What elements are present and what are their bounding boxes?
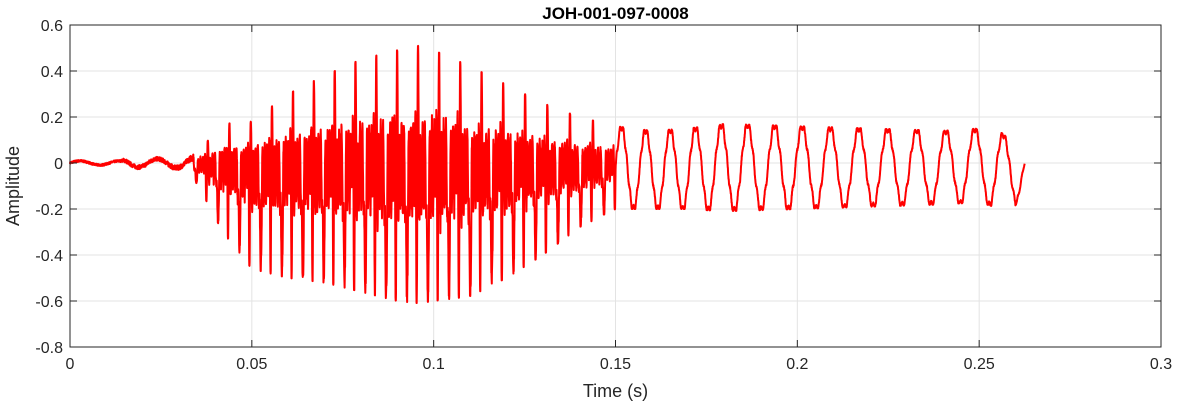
y-axis-label: Amplitude (3, 146, 23, 226)
x-tick-label: 0.3 (1150, 356, 1172, 373)
chart-title: JOH-001-097-0008 (542, 4, 688, 23)
y-tick-label: 0 (54, 156, 63, 173)
y-tick-label: 0.4 (41, 64, 63, 81)
x-tick-label: 0.2 (786, 356, 808, 373)
axis-ticks: 0 0.05 0.1 0.15 0.2 0.25 0.3 -0.8 -0.6 -0.4 -0.2 0 0… (35, 18, 1172, 373)
x-tick-label: 0.15 (600, 356, 631, 373)
y-tick-label: -0.2 (35, 202, 63, 219)
waveform-line (69, 44, 1026, 305)
y-tick-label: -0.4 (35, 248, 63, 265)
plot-series (69, 44, 1026, 305)
y-tick-label: 0.2 (41, 110, 63, 127)
x-tick-label: 0 (66, 356, 75, 373)
x-tick-label: 0.05 (236, 356, 267, 373)
y-tick-label: -0.6 (35, 294, 63, 311)
y-tick-label: 0.6 (41, 18, 63, 35)
x-tick-label: 0.1 (423, 356, 445, 373)
x-axis-label: Time (s) (583, 381, 648, 401)
x-tick-label: 0.25 (964, 356, 995, 373)
y-tick-label: -0.8 (35, 340, 63, 357)
